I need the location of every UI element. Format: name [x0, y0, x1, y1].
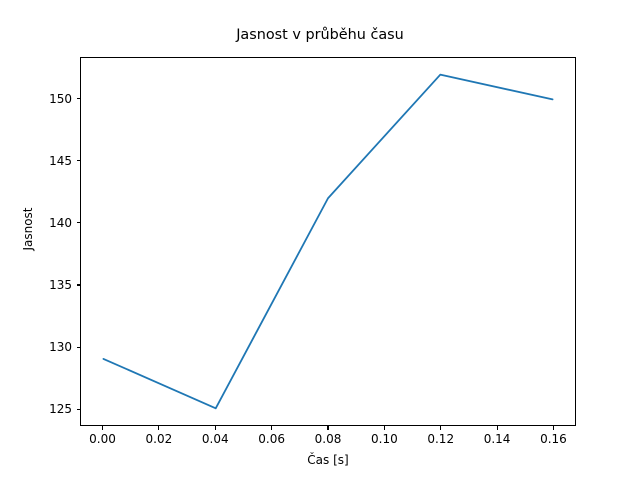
- x-tick-label: 0.02: [145, 432, 173, 446]
- y-tick-label: 130: [49, 340, 72, 355]
- x-tick-mark: [271, 426, 273, 430]
- y-tick-label: 140: [49, 215, 72, 230]
- y-tick-label: 135: [49, 277, 72, 292]
- x-tick-mark: [214, 426, 216, 430]
- y-tick-label: 125: [49, 402, 72, 417]
- y-tick-mark: [76, 222, 80, 224]
- x-tick-mark: [327, 426, 329, 430]
- x-axis-label: Čas [s]: [307, 453, 349, 467]
- data-series-line: [102, 73, 554, 410]
- y-tick-label: 145: [49, 153, 72, 168]
- x-tick-mark: [101, 426, 104, 430]
- x-tick-label: 0.10: [371, 432, 398, 446]
- chart-title: Jasnost v průběhu času: [236, 27, 404, 43]
- x-tick-label: 0.08: [314, 432, 342, 446]
- x-tick-label: 0.04: [201, 432, 229, 446]
- line-plot-svg: [102, 73, 554, 410]
- y-tick-mark: [76, 160, 80, 162]
- x-tick-label: 0.12: [427, 432, 455, 446]
- x-tick-label: 0.06: [258, 432, 285, 446]
- x-tick-label: 0.14: [483, 432, 511, 446]
- x-tick-mark: [440, 426, 442, 430]
- x-tick-mark: [158, 426, 160, 430]
- x-tick-mark: [383, 426, 385, 430]
- y-axis-label: Jasnost: [21, 207, 35, 251]
- x-tick-label: 0.00: [89, 432, 116, 446]
- y-tick-label: 150: [49, 91, 72, 106]
- x-tick-mark: [496, 426, 498, 430]
- plot-area: [80, 57, 576, 426]
- x-tick-label: 0.16: [540, 432, 567, 446]
- y-tick-mark: [76, 284, 80, 286]
- y-tick-mark: [76, 98, 80, 100]
- y-tick-mark: [76, 408, 80, 410]
- x-tick-mark: [552, 426, 554, 430]
- y-tick-mark: [76, 346, 80, 348]
